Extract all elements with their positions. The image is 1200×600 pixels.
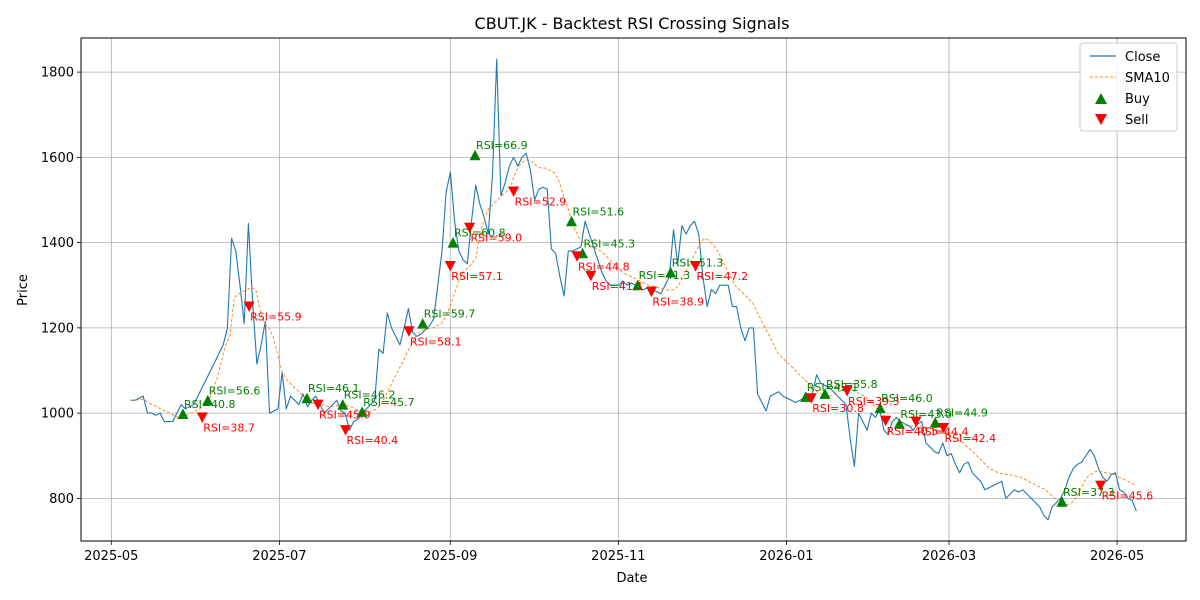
sell-marker — [910, 416, 922, 428]
axes-frame — [80, 37, 1187, 542]
buy-signal-label: RSI=44.9 — [936, 406, 988, 419]
sell-marker — [690, 261, 702, 272]
buy-signal-label: RSI=56.6 — [209, 384, 261, 397]
sell-marker — [585, 270, 597, 282]
buy-signal-label: RSI=37.3 — [1063, 486, 1115, 499]
buy-marker — [1056, 496, 1068, 507]
sell-marker — [464, 222, 476, 234]
legend-close-label: Close — [1125, 50, 1160, 65]
sell-marker — [312, 399, 324, 411]
sell-signal-label: RSI=38.9 — [652, 296, 704, 309]
sma10-line — [130, 159, 1137, 506]
sell-signal-label: RSI=40.4 — [347, 434, 399, 447]
legend-box — [1079, 42, 1178, 132]
buy-signal-label: RSI=46.0 — [881, 392, 933, 405]
buy-marker — [337, 399, 349, 410]
legend-sell-marker — [1095, 114, 1107, 125]
plot-area: RSI=40.8RSI=56.6RSI=46.1RSI=46.2RSI=45.7… — [130, 58, 1154, 521]
sell-marker — [508, 186, 520, 197]
buy-marker — [893, 418, 905, 429]
legend-buy-label: Buy — [1125, 92, 1150, 107]
x-tick-label: 2026-01 — [759, 549, 813, 564]
buy-marker — [819, 388, 831, 399]
buy-marker — [929, 416, 941, 428]
x-tick-label: 2025-09 — [423, 549, 477, 564]
buy-marker — [202, 394, 214, 406]
x-tick-label: 2025-05 — [84, 549, 138, 564]
buy-signal-label: RSI=46.2 — [344, 389, 396, 402]
sell-signal-label: RSI=52.9 — [515, 195, 567, 208]
sell-signal-label: RSI=39.3 — [848, 395, 900, 408]
sell-signal-label: RSI=30.8 — [812, 402, 864, 415]
buy-signal-label: RSI=66.9 — [476, 139, 528, 152]
sell-signal-label: RSI=41.1 — [592, 280, 644, 293]
x-tick-label: 2025-11 — [591, 549, 645, 564]
legend: Close SMA10 Buy Sell — [1079, 42, 1178, 132]
buy-signal-label: RSI=41.3 — [639, 269, 691, 282]
sell-marker — [196, 412, 208, 423]
sell-marker — [805, 393, 817, 404]
sell-marker — [340, 425, 352, 436]
buy-marker — [632, 279, 644, 291]
sell-marker — [938, 423, 950, 434]
x-tick-label: 2026-05 — [1090, 549, 1144, 564]
legend-sell-label: Sell — [1125, 113, 1148, 128]
sell-signal-label: RSI=59.0 — [471, 232, 523, 245]
x-tick-label: 2025-07 — [252, 549, 306, 564]
buy-signal-label: RSI=46.1 — [308, 382, 360, 395]
y-tick-label: 1000 — [41, 407, 74, 422]
sell-marker — [403, 326, 415, 337]
x-axis-label: Date — [616, 571, 647, 586]
sell-signal-label: RSI=55.9 — [250, 311, 302, 324]
sell-signal-label: RSI=44.8 — [578, 260, 630, 273]
buy-marker — [177, 408, 189, 419]
buy-marker — [356, 406, 368, 417]
sell-marker — [243, 301, 255, 313]
buy-marker — [665, 266, 677, 278]
sell-marker — [571, 251, 583, 262]
buy-marker — [417, 318, 429, 329]
buy-marker — [800, 391, 812, 402]
sell-marker — [880, 415, 892, 427]
buy-marker — [301, 392, 313, 404]
buy-signal-label: RSI=51.6 — [572, 205, 624, 218]
sell-signal-label: RSI=42.4 — [945, 432, 997, 445]
legend-sma-label: SMA10 — [1125, 71, 1170, 86]
y-tick-label: 1800 — [41, 66, 74, 81]
y-tick-label: 800 — [49, 492, 74, 507]
y-tick-label: 1400 — [41, 236, 74, 251]
sell-signal-label: RSI=44.4 — [917, 426, 969, 439]
y-tick-label: 1200 — [41, 321, 74, 336]
y-axis-label: Price — [16, 274, 31, 306]
buy-signal-label: RSI=45.3 — [584, 237, 636, 250]
sell-signal-label: RSI=58.1 — [410, 335, 462, 348]
sell-marker — [444, 261, 456, 272]
axis-ticks: 800 1000 1200 1400 1600 1800 2025-05 2025-07 202… — [41, 66, 1144, 564]
y-tick-label: 1600 — [41, 151, 74, 166]
sell-marker — [645, 286, 657, 298]
buy-signal-label: RSI=35.8 — [826, 378, 878, 391]
buy-marker — [874, 402, 886, 414]
buy-marker — [447, 237, 459, 248]
x-tick-label: 2026-03 — [922, 549, 976, 564]
legend-buy-marker — [1095, 93, 1107, 104]
buy-signal-label: RSI=60.8 — [454, 227, 506, 240]
sell-signal-label: RSI=47.2 — [697, 270, 749, 283]
sell-signal-label: RSI=45.9 — [319, 409, 371, 422]
buy-marker — [469, 149, 481, 161]
sell-marker — [1095, 480, 1107, 492]
chart-title: CBUT.JK - Backtest RSI Crossing Signals — [475, 14, 790, 33]
buy-marker — [565, 215, 577, 227]
sell-signal-label: RSI=45.6 — [1102, 490, 1154, 503]
sell-marker — [841, 385, 853, 397]
sell-signal-label: RSI=57.1 — [451, 270, 503, 283]
close-price-line — [130, 58, 1137, 521]
sell-signal-label: RSI=40.5 — [887, 425, 939, 438]
buy-signal-label: RSI=45.7 — [363, 396, 415, 409]
buy-signal-label: RSI=59.7 — [424, 308, 476, 321]
sell-signal-label: RSI=38.7 — [203, 421, 255, 434]
